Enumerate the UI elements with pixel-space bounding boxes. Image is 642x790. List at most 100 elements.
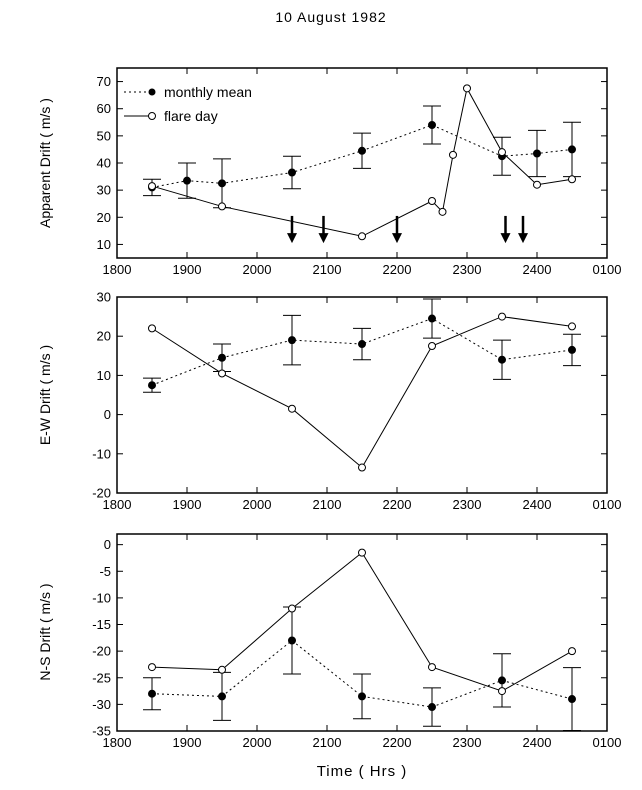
data-point-monthly-mean: [218, 179, 226, 188]
x-tick-label: 2000: [243, 735, 272, 750]
y-tick-label: 0: [104, 407, 111, 422]
y-tick-label: 0: [104, 537, 111, 552]
y-axis-label: E-W Drift ( m/s ): [37, 345, 53, 445]
data-point-monthly-mean: [148, 689, 156, 698]
chart-title: 10 August 1982: [275, 9, 386, 25]
data-point-flare-day: [218, 202, 226, 211]
y-tick-label: -20: [92, 486, 111, 501]
y-tick-label: 30: [97, 183, 111, 198]
data-point-flare-day: [498, 148, 506, 157]
y-tick-label: 30: [97, 290, 111, 305]
data-point-flare-day: [148, 182, 156, 191]
data-point-flare-day: [218, 665, 226, 674]
x-tick-label: 1800: [103, 262, 132, 277]
y-tick-label: -35: [92, 724, 111, 739]
data-point-monthly-mean: [288, 168, 296, 177]
x-tick-label: 2100: [313, 735, 342, 750]
plot-frame: [116, 533, 608, 732]
data-point-monthly-mean: [288, 336, 296, 345]
data-point-flare-day: [533, 180, 541, 189]
data-point-flare-day: [288, 604, 296, 613]
data-point-flare-day: [428, 342, 436, 350]
x-tick-label: 2000: [243, 262, 272, 277]
data-point-monthly-mean: [533, 149, 541, 158]
data-point-flare-day: [498, 687, 506, 696]
data-point-flare-day: [148, 663, 156, 672]
x-tick-label: 2300: [453, 497, 482, 512]
data-point-monthly-mean: [568, 695, 576, 704]
y-tick-label: -15: [92, 617, 111, 632]
x-tick-label: 1800: [103, 497, 132, 512]
down-arrow-icon: [500, 215, 511, 244]
x-tick-label: 2200: [383, 497, 412, 512]
x-tick-label: 2400: [523, 735, 552, 750]
data-point-monthly-mean: [218, 692, 226, 701]
down-arrow-icon: [318, 215, 329, 244]
data-point-monthly-mean: [218, 353, 226, 362]
y-tick-label: 10: [97, 237, 111, 252]
panel-apparent-drift: Apparent Drift ( m/s ) monthly mean flar…: [37, 67, 622, 277]
data-point-monthly-mean: [148, 381, 156, 390]
y-tick-label: -20: [92, 644, 111, 659]
data-point-flare-day: [449, 150, 457, 159]
data-point-flare-day: [288, 404, 296, 413]
data-point-flare-day: [498, 312, 506, 321]
data-point-flare-day: [358, 232, 366, 241]
data-point-flare-day: [358, 463, 366, 472]
data-point-monthly-mean: [358, 146, 366, 155]
y-tick-label: -25: [92, 670, 111, 685]
legend: monthly mean flare day: [124, 84, 252, 124]
x-tick-label: 2200: [383, 735, 412, 750]
x-tick-label: 1900: [173, 262, 202, 277]
x-tick-label: 0100: [593, 497, 622, 512]
y-axis-label: Apparent Drift ( m/s ): [37, 98, 53, 228]
data-point-monthly-mean: [183, 176, 191, 185]
y-tick-label: 20: [97, 329, 111, 344]
data-point-monthly-mean: [498, 355, 506, 364]
data-point-monthly-mean: [358, 692, 366, 701]
down-arrow-icon: [287, 215, 297, 244]
y-tick-label: 50: [97, 128, 111, 143]
data-point-monthly-mean: [428, 703, 436, 712]
legend-label-flare-day: flare day: [164, 108, 218, 124]
x-tick-label: 1900: [173, 497, 202, 512]
data-point-flare-day: [568, 322, 576, 331]
data-point-monthly-mean: [498, 676, 506, 685]
data-point-flare-day: [428, 663, 436, 672]
y-tick-label: 20: [97, 210, 111, 225]
x-tick-label: 0100: [593, 735, 622, 750]
data-point-flare-day: [358, 548, 366, 557]
data-point-monthly-mean: [428, 314, 436, 323]
y-axis-label: N-S Drift ( m/s ): [37, 583, 53, 680]
data-point-flare-day: [148, 324, 156, 333]
panel-ew-drift: E-W Drift ( m/s ) 1800 1900 2000 2100 2200 23…: [37, 290, 621, 513]
x-tick-label: 1800: [103, 735, 132, 750]
x-tick-label: 2300: [453, 735, 482, 750]
legend-label-monthly-mean: monthly mean: [164, 84, 252, 100]
data-point-flare-day: [438, 207, 447, 216]
data-point-monthly-mean: [428, 121, 436, 129]
y-tick-label: 40: [97, 156, 111, 171]
data-point-flare-day: [428, 197, 436, 205]
down-arrow-icon: [518, 215, 528, 244]
x-tick-label: 1900: [173, 735, 202, 750]
x-axis-label: Time ( Hrs ): [317, 763, 408, 780]
x-tick-label: 2400: [523, 262, 552, 277]
data-point-monthly-mean: [568, 345, 576, 354]
y-tick-label: -5: [99, 564, 111, 579]
legend-marker-monthly-mean: [148, 88, 156, 96]
panel-ns-drift: N-S Drift ( m/s ) 1800 1900 2000 2100 2200 23…: [37, 533, 622, 750]
data-point-flare-day: [463, 84, 471, 93]
y-tick-label: 70: [97, 74, 111, 89]
data-point-flare-day: [568, 647, 576, 656]
y-tick-label: 60: [97, 101, 111, 116]
x-tick-label: 2100: [313, 497, 342, 512]
x-tick-label: 2300: [453, 262, 482, 277]
y-tick-label: -10: [92, 446, 111, 461]
x-tick-label: 0100: [593, 262, 622, 277]
legend-marker-flare-day: [148, 112, 156, 120]
data-point-monthly-mean: [288, 636, 296, 645]
plot-frame: [116, 296, 608, 494]
data-point-flare-day: [568, 175, 576, 184]
